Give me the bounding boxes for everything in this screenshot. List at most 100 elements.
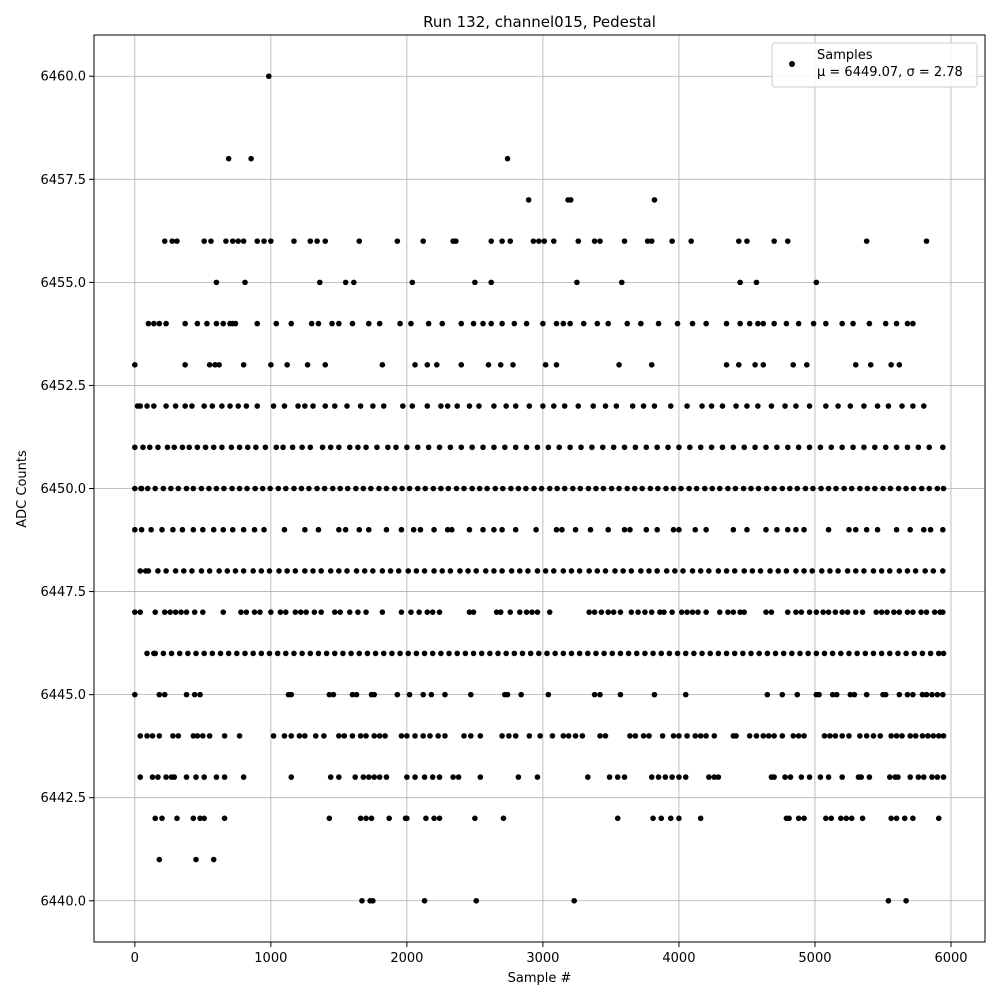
data-point — [861, 403, 867, 409]
data-point — [470, 609, 477, 615]
data-point — [863, 526, 870, 533]
data-point — [874, 403, 881, 409]
data-point — [156, 320, 163, 327]
data-point — [732, 485, 739, 492]
data-point — [934, 485, 941, 492]
data-point — [146, 444, 153, 451]
data-point — [516, 568, 523, 574]
data-point — [723, 568, 730, 574]
data-point — [209, 650, 216, 657]
data-point — [536, 238, 542, 244]
data-point — [613, 403, 620, 409]
data-point — [648, 609, 655, 615]
data-point — [655, 774, 662, 780]
y-tick-label: 6442.5 — [41, 791, 87, 806]
data-point — [326, 691, 333, 698]
data-point — [862, 650, 869, 657]
data-point — [307, 238, 314, 244]
data-point — [904, 444, 911, 451]
data-point — [172, 403, 179, 409]
data-point — [587, 526, 594, 533]
data-point — [854, 650, 860, 657]
data-point — [525, 197, 532, 203]
data-point — [167, 609, 173, 615]
data-point — [744, 238, 750, 244]
data-point — [159, 815, 165, 822]
chart-title: Run 132, channel015, Pedestal — [423, 13, 656, 31]
data-point — [132, 691, 138, 698]
data-point — [737, 320, 743, 327]
data-point — [318, 609, 324, 615]
data-point — [137, 568, 144, 574]
data-point — [235, 403, 241, 409]
data-point — [526, 733, 533, 739]
data-point — [337, 485, 344, 492]
data-point — [322, 362, 329, 368]
data-point — [281, 403, 288, 409]
data-point — [193, 774, 199, 780]
data-point — [560, 568, 567, 574]
data-point — [740, 650, 746, 657]
data-point — [519, 650, 526, 657]
data-point — [254, 238, 261, 244]
data-point — [238, 609, 244, 615]
data-point — [512, 733, 519, 739]
data-point — [887, 485, 894, 492]
data-point — [919, 733, 926, 739]
data-point — [715, 650, 722, 657]
data-point — [552, 650, 558, 657]
data-point — [319, 444, 326, 451]
data-point — [628, 568, 635, 574]
data-point — [654, 526, 660, 533]
data-point — [650, 815, 656, 822]
data-point — [453, 238, 459, 244]
data-point — [882, 691, 889, 698]
data-point — [170, 733, 176, 739]
data-point — [648, 362, 655, 368]
data-point — [633, 650, 640, 657]
data-point — [572, 733, 579, 739]
data-point — [813, 279, 820, 286]
data-point — [156, 733, 163, 739]
data-point — [140, 444, 146, 451]
data-point — [201, 238, 207, 244]
data-point — [931, 609, 938, 615]
data-point — [224, 568, 231, 574]
data-point — [654, 444, 660, 451]
data-point — [360, 774, 367, 780]
data-point — [689, 320, 696, 327]
data-point — [907, 733, 913, 739]
data-point — [423, 815, 429, 822]
data-point — [616, 485, 622, 492]
data-point — [314, 485, 320, 492]
data-point — [735, 362, 742, 368]
data-point — [229, 485, 235, 492]
data-point — [567, 197, 574, 203]
data-point — [602, 733, 609, 739]
data-point — [476, 403, 482, 409]
data-point — [176, 650, 183, 657]
data-point — [457, 568, 463, 574]
data-point — [152, 815, 159, 822]
data-point — [686, 485, 692, 492]
data-point — [425, 444, 432, 451]
data-point — [431, 568, 437, 574]
y-tick-label: 6457.5 — [41, 173, 87, 188]
data-point — [706, 568, 712, 574]
data-point — [746, 733, 753, 739]
data-point — [658, 815, 665, 822]
data-point — [349, 691, 356, 698]
data-point — [170, 526, 176, 533]
data-point — [380, 650, 387, 657]
data-point — [296, 733, 303, 739]
y-tick-label: 6447.5 — [41, 585, 87, 600]
data-point — [574, 279, 580, 286]
data-point — [795, 815, 802, 822]
data-point — [617, 650, 624, 657]
data-point — [896, 362, 903, 368]
data-point — [926, 485, 933, 492]
data-point — [550, 238, 557, 244]
data-point — [151, 320, 157, 327]
data-point — [315, 650, 322, 657]
data-point — [518, 691, 524, 698]
